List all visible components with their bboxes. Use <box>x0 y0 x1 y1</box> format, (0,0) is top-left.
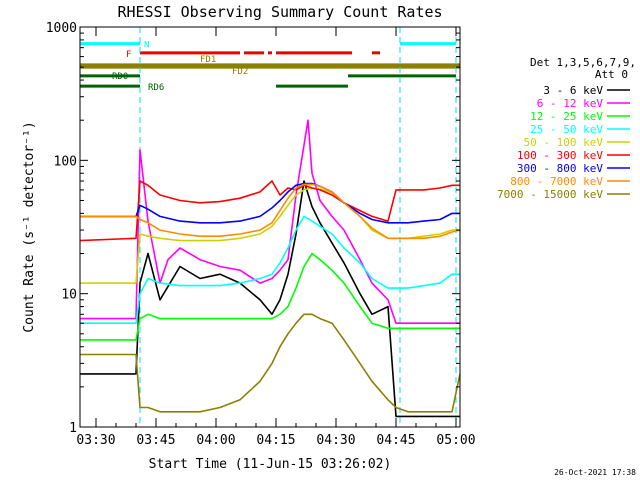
series-line-4 <box>80 187 460 284</box>
x-axis-ticks: 03:30 03:45 04:00 04:15 04:30 04:45 05:00 <box>76 27 476 448</box>
y-tick-label: 100 <box>54 154 77 169</box>
legend-label-7: 800 - 7000 keV <box>510 175 603 188</box>
legend-label-5: 100 - 300 keV <box>517 149 603 162</box>
y-axis-ticks: 1 10 100 1000 <box>46 21 460 436</box>
series-line-5 <box>79 180 460 242</box>
series-line-3 <box>80 215 460 325</box>
x-tick-label: 04:30 <box>316 433 355 448</box>
chart-title: RHESSI Observing Summary Count Rates <box>117 3 442 21</box>
flag-n-label: N <box>144 41 149 51</box>
series-line-6 <box>80 182 460 224</box>
y-tick-label: 10 <box>61 288 77 303</box>
legend-label-1: 6 - 12 keV <box>537 97 604 110</box>
x-axis-label: Start Time (11-Jun-15 03:26:02) <box>149 457 392 472</box>
x-tick-label: 03:30 <box>76 433 115 448</box>
series-line-0 <box>80 180 460 418</box>
plot-frame <box>79 26 461 428</box>
x-tick-label: 05:00 <box>436 433 475 448</box>
series-line-8 <box>80 313 461 413</box>
y-axis-label: Count Rate (s⁻¹ detector⁻¹) <box>22 121 37 332</box>
x-tick-label: 04:00 <box>196 433 235 448</box>
flag-fd1-label: FD1 <box>200 55 216 65</box>
legend-header-line2: Att 0 <box>595 68 628 81</box>
y-tick-label: 1 <box>69 421 77 436</box>
y-tick-label: 1000 <box>46 21 77 36</box>
legend-label-3: 25 - 50 keV <box>530 123 603 136</box>
x-tick-label: 04:45 <box>376 433 415 448</box>
legend-label-8: 7000 - 15000 keV <box>497 188 603 201</box>
flag-rd6-label: RD6 <box>148 83 164 93</box>
series-line-2 <box>80 252 460 341</box>
legend-label-6: 300 - 800 keV <box>517 162 603 175</box>
timestamp: 26-Oct-2021 17:38 <box>554 468 636 477</box>
flag-fd2-label: FD2 <box>232 67 248 77</box>
series-line-1 <box>80 119 460 325</box>
legend-header-line1: Det 1,3,5,6,7,9, <box>530 56 636 69</box>
series-lines <box>79 119 461 418</box>
legend-label-0: 3 - 6 keV <box>543 84 603 97</box>
flag-f-label: F <box>126 50 131 60</box>
x-tick-label: 03:45 <box>136 433 175 448</box>
legend-label-2: 12 - 25 keV <box>530 110 603 123</box>
legend-label-4: 50 - 100 keV <box>524 136 604 149</box>
x-tick-label: 04:15 <box>256 433 295 448</box>
series-line-7 <box>80 183 461 240</box>
flag-rd0-label: RD0 <box>112 72 128 82</box>
flag-bars: N F FD1 FD2 RD0 RD6 <box>80 41 460 93</box>
